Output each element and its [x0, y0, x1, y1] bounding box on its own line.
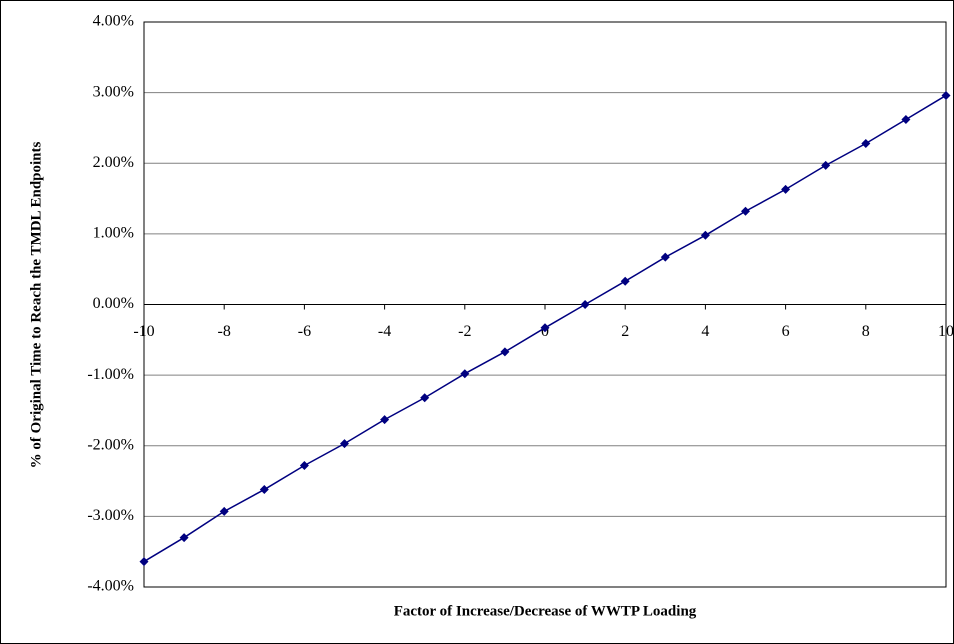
y-tick-label: 0.00% [93, 295, 134, 312]
data-point [580, 300, 590, 309]
data-point [741, 206, 750, 216]
x-axis-label: Factor of Increase/Decrease of WWTP Load… [394, 603, 697, 619]
x-tick-label: -6 [298, 323, 311, 340]
data-point [340, 439, 349, 449]
x-tick-label: 10 [938, 323, 954, 340]
x-tick-label: -8 [218, 323, 231, 340]
y-tick-label: -1.00% [87, 366, 134, 383]
data-point [821, 160, 831, 170]
data-point [620, 276, 630, 286]
data-point [420, 393, 430, 403]
y-tick-label: -2.00% [87, 436, 134, 453]
data-point [380, 415, 390, 425]
x-tick-label: -2 [458, 323, 471, 340]
x-tick-label: 2 [621, 323, 629, 340]
y-tick-label: 4.00% [93, 13, 134, 30]
x-tick-label: -4 [378, 323, 391, 340]
y-tick-label: 1.00% [93, 225, 134, 242]
data-point [941, 90, 951, 100]
data-point [660, 252, 670, 262]
x-tick-label: 4 [701, 323, 709, 340]
data-point [500, 347, 510, 357]
x-tick-label: 6 [782, 323, 790, 340]
data-point [700, 230, 710, 240]
x-tick-label: -10 [133, 323, 154, 340]
y-tick-label: -3.00% [87, 507, 134, 524]
y-tick-label: 2.00% [93, 154, 134, 171]
x-tick-label: 8 [862, 323, 870, 340]
y-axis-label: % of Original Time to Reach the TMDL End… [28, 141, 44, 468]
y-tick-label: 3.00% [93, 83, 134, 100]
data-point [901, 114, 911, 124]
data-point [219, 506, 229, 516]
data-point [299, 461, 309, 471]
data-point [139, 557, 149, 567]
data-point [179, 533, 189, 543]
data-point [861, 138, 871, 148]
y-tick-label: -4.00% [87, 578, 134, 595]
data-point [540, 323, 550, 333]
data-point [259, 485, 269, 495]
data-point [781, 184, 791, 194]
data-point [460, 369, 470, 379]
